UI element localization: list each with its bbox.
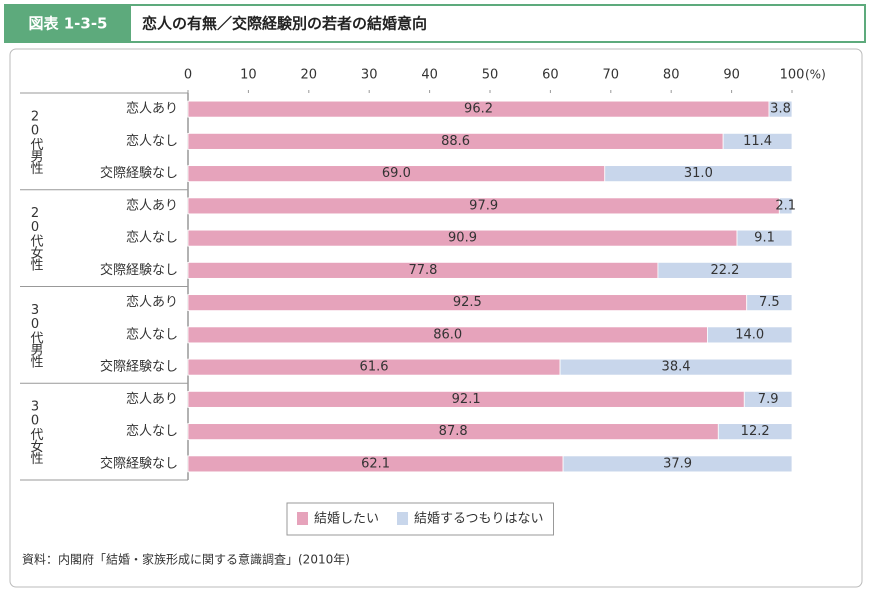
data-label: 7.5 [759, 295, 780, 310]
data-label: 22.2 [710, 263, 739, 278]
y-tick-label: 交際経験なし [100, 262, 178, 278]
data-label: 2.1 [775, 198, 796, 213]
group-label: 30代女性 [28, 400, 44, 465]
data-label: 96.2 [464, 102, 493, 117]
x-unit: (%) [805, 68, 826, 82]
y-tick-label: 恋人あり [126, 294, 178, 310]
bar-segment [743, 390, 793, 408]
data-label: 77.8 [408, 263, 437, 278]
legend-frame [286, 502, 554, 536]
data-label: 7.9 [758, 392, 779, 407]
bar-segment [746, 294, 793, 312]
x-tick-label: 20 [301, 68, 318, 83]
panel [9, 48, 863, 588]
x-tick-label: 30 [361, 68, 378, 83]
figure-label: 図表 1-3-5 [29, 15, 108, 33]
data-label: 97.9 [469, 198, 498, 213]
x-tick-label: 80 [663, 68, 680, 83]
group-label: 20代男性 [28, 109, 44, 174]
data-label: 3.8 [770, 102, 791, 117]
data-label: 88.6 [441, 134, 470, 149]
x-tick-label: 0 [184, 68, 192, 83]
x-tick-label: 70 [603, 68, 620, 83]
x-tick-label: 50 [482, 68, 499, 83]
y-tick-label: 恋人あり [126, 197, 178, 213]
bar-segment [604, 165, 793, 183]
y-tick-label: 恋人なし [126, 326, 178, 342]
y-tick-label: 恋人なし [126, 133, 178, 149]
data-label: 62.1 [361, 456, 390, 471]
bar-segment [778, 197, 793, 215]
data-label: 61.6 [360, 360, 389, 375]
legend-label: 結婚するつもりはない [414, 512, 543, 527]
bar-segment [707, 326, 793, 344]
data-label: 11.4 [743, 134, 772, 149]
chart-title: 恋人の有無／交際経験別の若者の結婚意向 [142, 15, 427, 33]
group-label: 30代男性 [28, 303, 44, 368]
legend-label: 結婚したい [314, 512, 379, 527]
data-label: 86.0 [433, 327, 462, 342]
y-tick-label: 恋人あり [126, 391, 178, 407]
bar-segment [562, 455, 793, 473]
bar-segment [657, 261, 793, 279]
y-tick-label: 交際経験なし [100, 165, 178, 181]
x-tick-label: 60 [542, 68, 559, 83]
y-tick-label: 交際経験なし [100, 359, 178, 375]
y-tick-label: 恋人なし [126, 230, 178, 246]
data-label: 90.9 [448, 231, 477, 246]
data-label: 92.5 [453, 295, 482, 310]
header-label-bg [5, 5, 131, 42]
source: 資料：内閣府「結婚・家族形成に関する意識調査」(2010年) [22, 552, 350, 567]
bar-segment [717, 423, 793, 441]
x-tick-label: 90 [723, 68, 740, 83]
x-tick-label: 10 [240, 68, 257, 83]
x-tick-label: 100 [780, 68, 805, 83]
group-label: 20代女性 [28, 206, 44, 271]
bar-segment [736, 229, 793, 247]
data-label: 31.0 [684, 166, 713, 181]
data-label: 92.1 [452, 392, 481, 407]
bar-segment [768, 100, 793, 118]
legend-swatch [297, 512, 308, 525]
header-frame [4, 4, 866, 43]
data-label: 38.4 [662, 360, 691, 375]
y-tick-label: 恋人あり [126, 101, 178, 117]
data-label: 14.0 [735, 327, 764, 342]
data-label: 37.9 [663, 456, 692, 471]
bar-segment [722, 132, 793, 150]
legend-swatch [397, 512, 409, 525]
data-label: 9.1 [754, 231, 775, 246]
x-tick-label: 40 [421, 68, 438, 83]
data-label: 69.0 [382, 166, 411, 181]
y-tick-label: 恋人なし [126, 423, 178, 439]
data-label: 12.2 [741, 424, 770, 439]
y-tick-label: 交際経験なし [100, 455, 178, 471]
bar-segment [559, 358, 793, 376]
data-label: 87.8 [439, 424, 468, 439]
